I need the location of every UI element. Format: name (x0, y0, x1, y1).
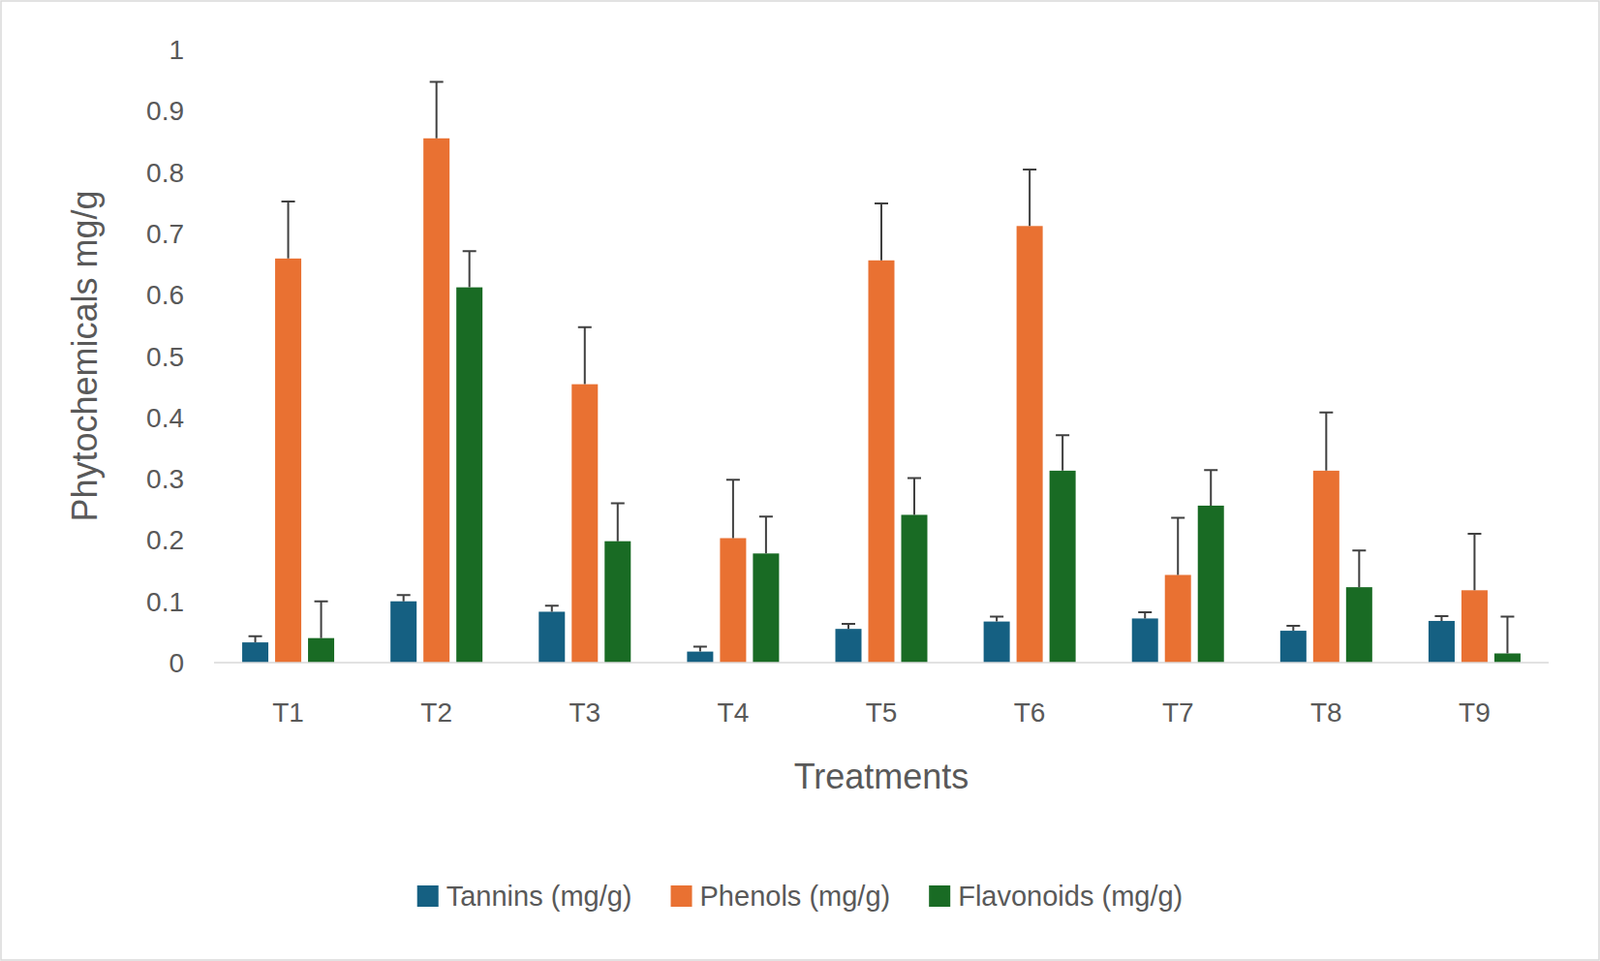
chart-svg: 0 0.1 0.2 0.3 0.4 0.5 0.6 0.7 0.8 0.9 1 T1 T2 T3 T4 T5 T… (0, 0, 1600, 961)
error-bar (1286, 625, 1300, 631)
bar (275, 258, 302, 663)
x-tick-label: T7 (1162, 697, 1195, 728)
bar (1461, 589, 1488, 663)
bar (538, 611, 565, 663)
error-bar (759, 516, 773, 554)
error-bar (578, 327, 592, 385)
error-bar (430, 82, 444, 139)
chart-border (0, 0, 1600, 960)
legend-label: Phenols (mg/g) (700, 880, 892, 912)
error-bar (1434, 615, 1448, 621)
bar (835, 628, 862, 663)
bar (868, 260, 895, 663)
bar (686, 651, 713, 663)
legend-label: Tannins (mg/g) (446, 880, 633, 912)
error-bar (1467, 533, 1481, 590)
error-bar (1170, 518, 1185, 576)
bar (1049, 470, 1077, 663)
y-tick-label: 1 (168, 34, 185, 65)
error-bar (1203, 469, 1218, 506)
error-bar (726, 479, 740, 538)
legend-swatch (417, 885, 439, 907)
bar (1346, 586, 1373, 663)
bar (901, 514, 928, 663)
x-tick-label: T1 (272, 697, 305, 728)
legend: Tannins (mg/g) Phenols (mg/g) Flavonoids (… (417, 880, 1184, 912)
legend-swatch (928, 885, 951, 907)
x-tick-label: T6 (1014, 697, 1047, 728)
x-tick-label: T8 (1310, 697, 1343, 728)
error-bar (397, 594, 411, 601)
bar (1428, 620, 1455, 663)
bar (984, 621, 1011, 663)
bar (719, 538, 746, 663)
bar (242, 642, 269, 663)
error-bar (1352, 550, 1366, 587)
bar (752, 553, 779, 663)
error-bar (1055, 434, 1070, 471)
bar (423, 138, 450, 663)
bar (1494, 653, 1521, 663)
x-tick-label: T5 (865, 697, 898, 728)
bar (390, 601, 417, 663)
error-bar (281, 201, 296, 259)
x-axis-title: Treatments (794, 756, 970, 797)
error-bar (693, 646, 708, 652)
error-bar (1500, 616, 1514, 654)
error-bar (314, 601, 329, 639)
bar (1313, 470, 1340, 663)
y-tick-label: 0.8 (146, 157, 185, 188)
y-tick-label: 0.6 (146, 279, 185, 310)
x-tick-label: T2 (420, 697, 453, 728)
error-bar (462, 250, 477, 287)
bar (1198, 505, 1225, 663)
y-tick-label: 0.7 (146, 218, 185, 249)
y-tick-label: 0.2 (146, 524, 185, 555)
y-axis-title: Phytochemicals mg/g (64, 189, 105, 522)
y-tick-label: 0.1 (146, 586, 185, 617)
error-bar (1022, 169, 1037, 226)
y-tick-label: 0.9 (146, 95, 185, 126)
error-bar (907, 477, 922, 515)
error-bar (841, 623, 856, 629)
y-tick-label: 0.3 (146, 463, 185, 494)
error-bar (1319, 412, 1333, 471)
error-bar (874, 203, 889, 261)
y-tick-label: 0.5 (146, 341, 185, 372)
legend-swatch (671, 885, 693, 907)
x-tick-label: T4 (717, 697, 750, 728)
legend-label: Flavonoids (mg/g) (957, 880, 1183, 912)
x-axis-line (214, 661, 1549, 664)
bar (571, 384, 598, 663)
bar (1132, 617, 1159, 663)
y-tick-label: 0 (168, 647, 185, 678)
bar (1016, 225, 1044, 663)
x-tick-label: T3 (568, 697, 601, 728)
bar (456, 287, 483, 663)
error-bar (611, 502, 625, 541)
error-bar (545, 605, 559, 612)
error-bar (248, 636, 263, 643)
y-tick-label: 0.4 (146, 402, 185, 433)
bar (307, 638, 335, 663)
bar (1165, 574, 1192, 663)
error-bar (989, 616, 1004, 622)
error-bar (1138, 612, 1152, 618)
x-tick-label: T9 (1458, 697, 1491, 728)
bar (604, 541, 631, 663)
plot-area (242, 82, 1521, 663)
bar (1280, 630, 1307, 663)
